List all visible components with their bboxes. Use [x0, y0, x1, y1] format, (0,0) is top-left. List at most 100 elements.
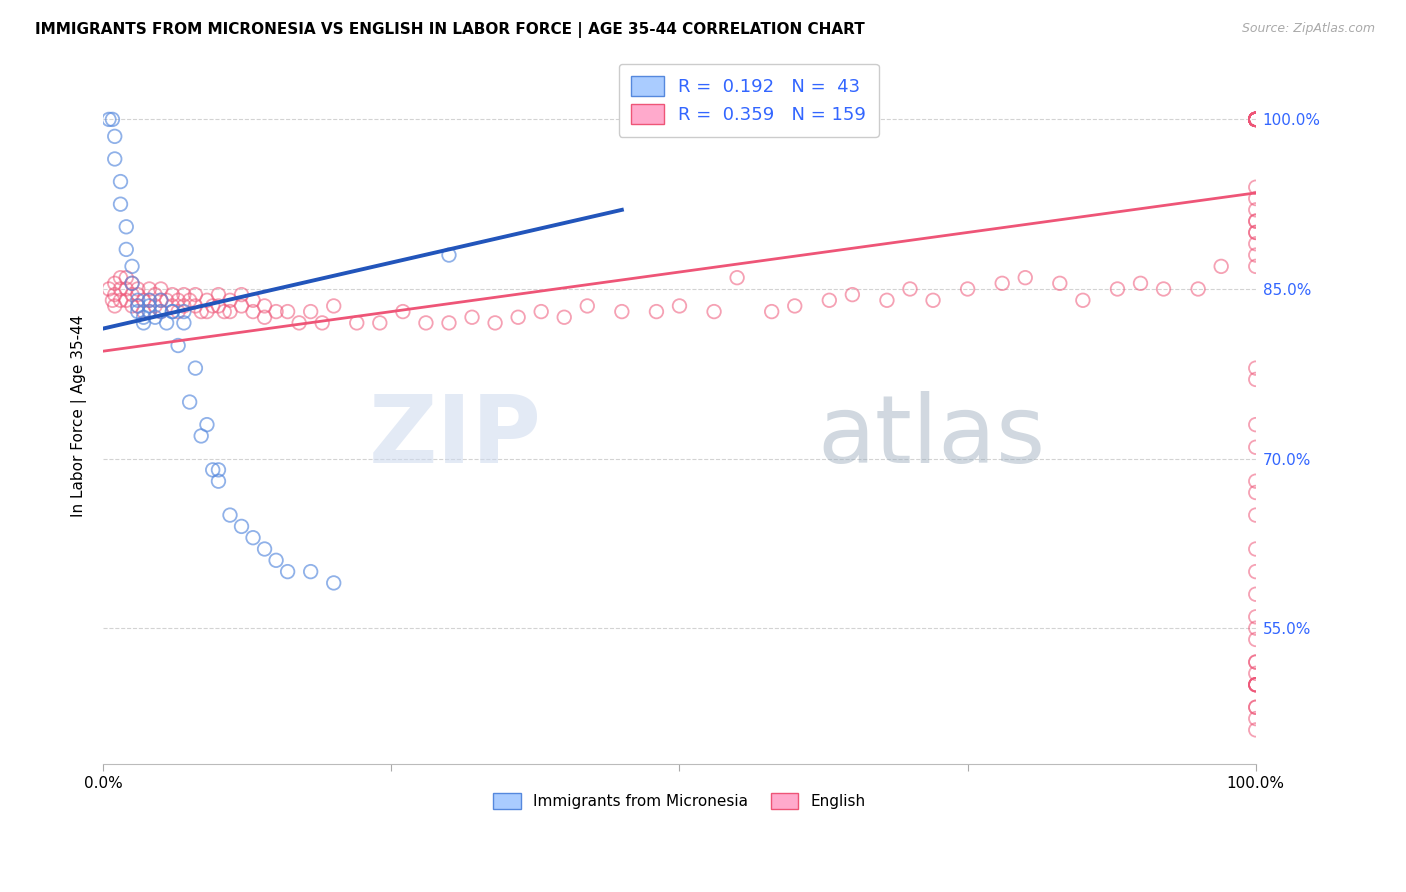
Point	[1244, 474, 1267, 488]
Point	[242, 293, 264, 308]
Point	[104, 129, 127, 144]
Point	[1244, 678, 1267, 692]
Point	[127, 304, 149, 318]
Point	[437, 248, 460, 262]
Point	[121, 260, 143, 274]
Point	[179, 395, 201, 409]
Point	[127, 293, 149, 308]
Point	[162, 304, 184, 318]
Point	[1244, 621, 1267, 635]
Point	[219, 304, 242, 318]
Point	[311, 316, 333, 330]
Point	[1244, 112, 1267, 127]
Point	[253, 299, 276, 313]
Point	[1244, 372, 1267, 386]
Point	[1244, 417, 1267, 432]
Point	[1244, 587, 1267, 601]
Point	[127, 282, 149, 296]
Point	[1244, 508, 1267, 522]
Point	[1244, 112, 1267, 127]
Point	[1244, 485, 1267, 500]
Point	[898, 282, 921, 296]
Point	[1244, 226, 1267, 240]
Point	[149, 282, 172, 296]
Point	[219, 508, 242, 522]
Point	[242, 304, 264, 318]
Point	[127, 299, 149, 313]
Point	[876, 293, 898, 308]
Point	[173, 299, 195, 313]
Point	[190, 304, 212, 318]
Point	[1244, 112, 1267, 127]
Point	[1244, 112, 1267, 127]
Point	[1244, 112, 1267, 127]
Point	[703, 304, 725, 318]
Point	[173, 287, 195, 301]
Point	[162, 287, 184, 301]
Point	[184, 361, 207, 376]
Point	[149, 293, 172, 308]
Point	[991, 277, 1014, 291]
Point	[1244, 214, 1267, 228]
Point	[1244, 112, 1267, 127]
Point	[1244, 112, 1267, 127]
Point	[1244, 632, 1267, 647]
Point	[115, 282, 138, 296]
Point	[1244, 112, 1267, 127]
Point	[322, 299, 344, 313]
Point	[1244, 112, 1267, 127]
Point	[530, 304, 553, 318]
Point	[1244, 192, 1267, 206]
Point	[461, 310, 484, 325]
Point	[922, 293, 945, 308]
Text: ZIP: ZIP	[368, 391, 541, 483]
Point	[576, 299, 599, 313]
Point	[841, 287, 863, 301]
Point	[127, 299, 149, 313]
Point	[110, 197, 132, 211]
Point	[138, 304, 160, 318]
Point	[143, 287, 166, 301]
Point	[167, 338, 190, 352]
Point	[1211, 260, 1233, 274]
Point	[132, 316, 155, 330]
Point	[264, 304, 287, 318]
Point	[149, 304, 172, 318]
Point	[1244, 112, 1267, 127]
Point	[1244, 666, 1267, 681]
Point	[138, 304, 160, 318]
Point	[253, 310, 276, 325]
Point	[1244, 112, 1267, 127]
Point	[104, 299, 127, 313]
Point	[346, 316, 368, 330]
Point	[1244, 112, 1267, 127]
Point	[184, 299, 207, 313]
Point	[1244, 700, 1267, 714]
Point	[121, 287, 143, 301]
Point	[207, 299, 229, 313]
Point	[149, 293, 172, 308]
Point	[162, 299, 184, 313]
Point	[1244, 236, 1267, 251]
Point	[392, 304, 415, 318]
Point	[1244, 440, 1267, 454]
Point	[783, 299, 806, 313]
Point	[155, 293, 177, 308]
Point	[1244, 112, 1267, 127]
Point	[1049, 277, 1071, 291]
Point	[1244, 112, 1267, 127]
Point	[1244, 541, 1267, 556]
Point	[121, 277, 143, 291]
Point	[1244, 112, 1267, 127]
Point	[437, 316, 460, 330]
Point	[1244, 723, 1267, 737]
Point	[167, 304, 190, 318]
Point	[1244, 112, 1267, 127]
Point	[668, 299, 690, 313]
Point	[138, 299, 160, 313]
Point	[121, 299, 143, 313]
Point	[219, 293, 242, 308]
Point	[121, 277, 143, 291]
Legend: Immigrants from Micronesia, English: Immigrants from Micronesia, English	[486, 787, 872, 815]
Point	[1244, 112, 1267, 127]
